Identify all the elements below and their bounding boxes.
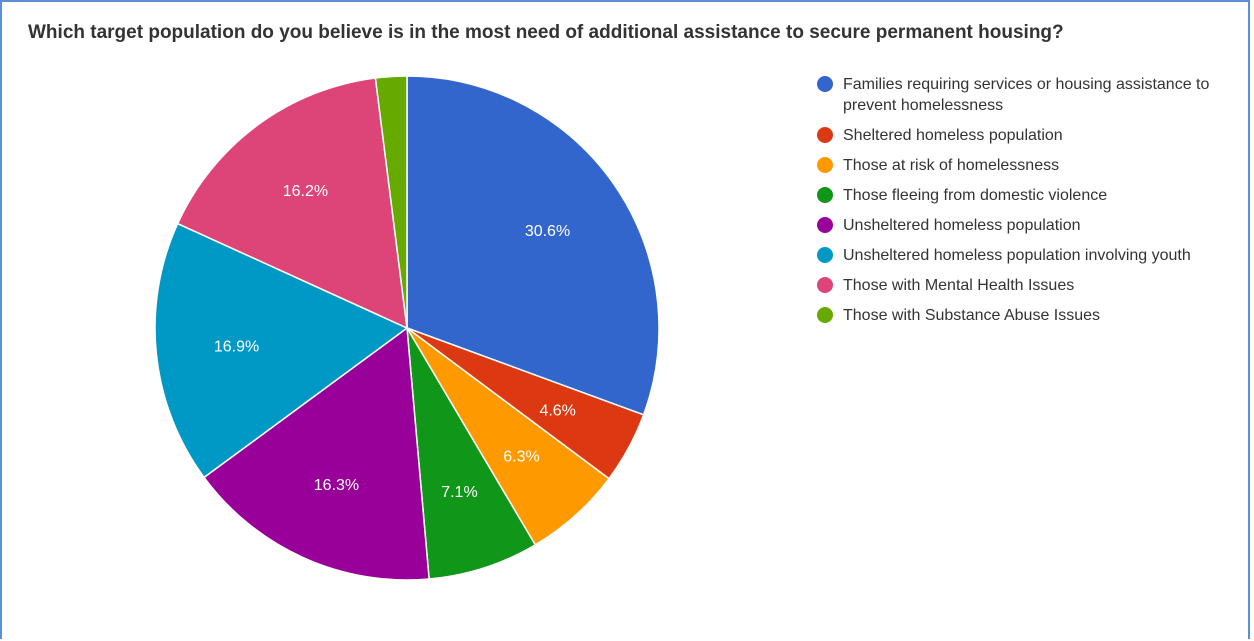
legend-label: Those with Substance Abuse Issues xyxy=(843,307,1101,324)
legend-item-3[interactable]: Those fleeing from domestic violence xyxy=(817,185,1253,206)
slice-label-1: 4.6% xyxy=(539,403,575,420)
slice-label-4: 16.3% xyxy=(314,477,359,494)
legend-item-0[interactable]: Families requiring services or housing a… xyxy=(817,74,1253,116)
legend-swatch xyxy=(817,76,833,92)
legend-swatch xyxy=(817,127,833,143)
legend-item-4[interactable]: Unsheltered homeless population xyxy=(817,215,1253,236)
legend-label: Unsheltered homeless population involvin… xyxy=(843,247,1191,264)
legend-item-7[interactable]: Those with Substance Abuse Issues xyxy=(817,305,1253,326)
legend-swatch xyxy=(817,157,833,173)
legend-label: Those fleeing from domestic violence xyxy=(843,187,1108,204)
chart-legend: Families requiring services or housing a… xyxy=(817,74,1253,335)
slice-label-0: 30.6% xyxy=(525,223,570,240)
pie-slice-0[interactable] xyxy=(406,75,660,416)
slice-label-6: 16.2% xyxy=(283,183,328,200)
slice-label-5: 16.9% xyxy=(214,339,259,356)
chart-title: Which target population do you believe i… xyxy=(28,22,1064,43)
legend-item-6[interactable]: Those with Mental Health Issues xyxy=(817,275,1253,296)
pie-slice-5[interactable] xyxy=(154,222,409,479)
legend-label: Unsheltered homeless population xyxy=(843,217,1081,234)
pie-slice-3[interactable] xyxy=(406,327,537,580)
legend-label: Those with Mental Health Issues xyxy=(843,277,1075,294)
pie-slice-6[interactable] xyxy=(176,77,408,330)
legend-swatch xyxy=(817,187,833,203)
legend-item-5[interactable]: Unsheltered homeless population involvin… xyxy=(817,245,1253,266)
pie-chart: 30.6% 4.6% 6.3% 7.1% 16.3% 16.9% 16.2% xyxy=(154,75,660,581)
legend-item-1[interactable]: Sheltered homeless population xyxy=(817,125,1253,146)
legend-swatch xyxy=(817,247,833,263)
legend-swatch xyxy=(817,307,833,323)
slice-label-3: 7.1% xyxy=(441,484,477,501)
pie-slice-7[interactable] xyxy=(374,75,408,329)
legend-label: Those at risk of homelessness xyxy=(843,157,1060,174)
legend-label: Sheltered homeless population xyxy=(843,127,1063,144)
legend-label: Families requiring services or housing a… xyxy=(843,76,1210,114)
legend-swatch xyxy=(817,217,833,233)
legend-swatch xyxy=(817,277,833,293)
legend-item-2[interactable]: Those at risk of homelessness xyxy=(817,155,1253,176)
slice-label-2: 6.3% xyxy=(503,448,539,465)
pie-slice-4[interactable] xyxy=(203,326,430,581)
